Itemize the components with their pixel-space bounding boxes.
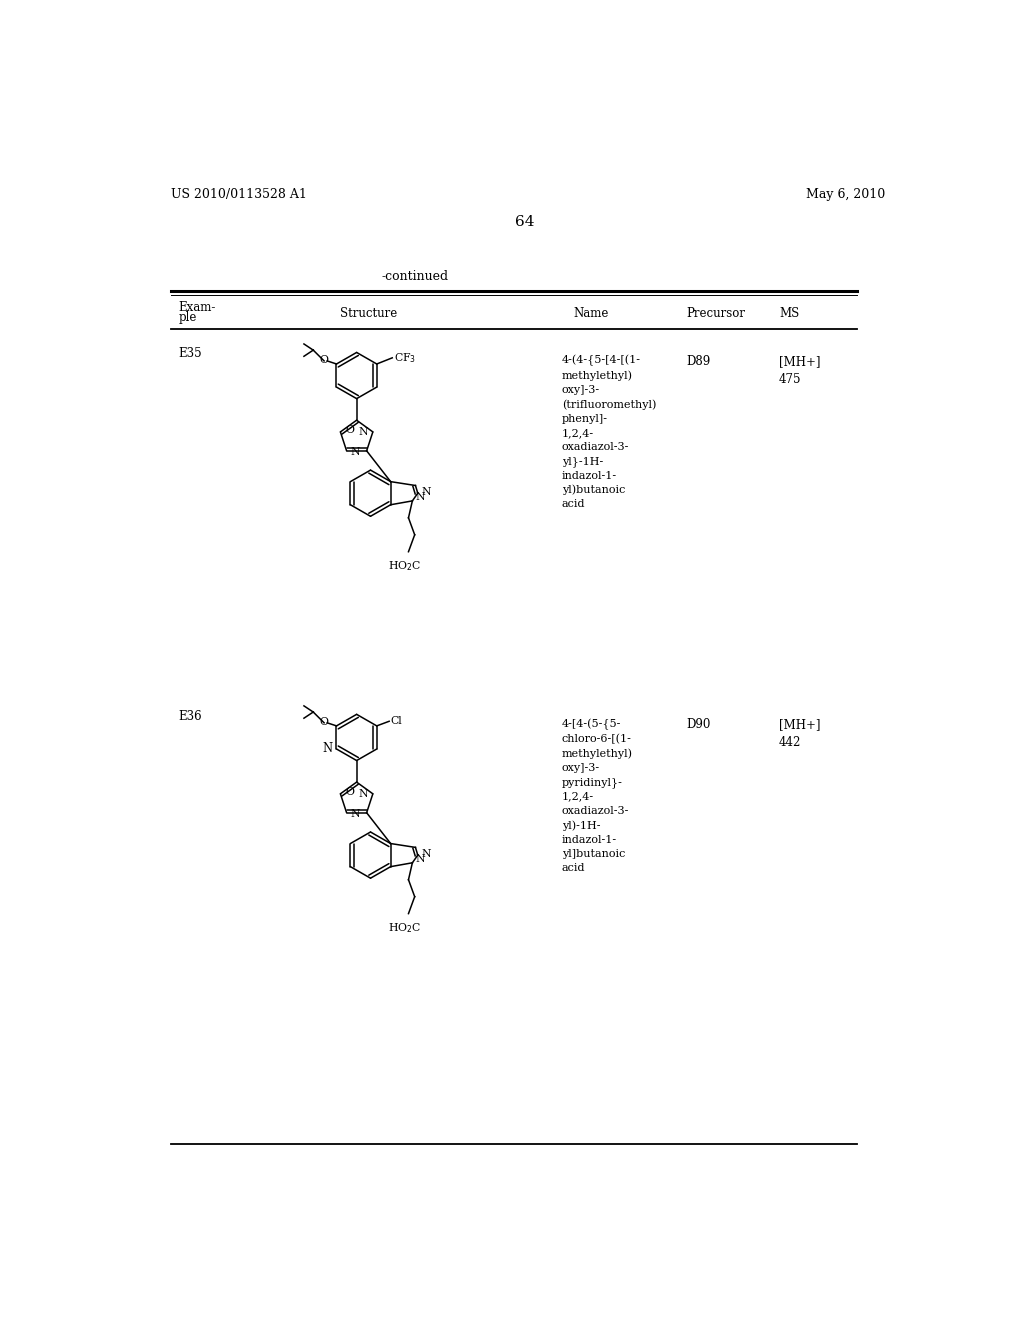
Text: [MH+]
475: [MH+] 475 (779, 355, 820, 385)
Text: D90: D90 (686, 718, 711, 731)
Text: Exam-: Exam- (178, 301, 216, 314)
Text: Cl: Cl (391, 717, 402, 726)
Text: May 6, 2010: May 6, 2010 (806, 189, 886, 202)
Text: O: O (319, 355, 329, 366)
Text: US 2010/0113528 A1: US 2010/0113528 A1 (171, 189, 306, 202)
Text: N: N (422, 487, 431, 496)
Text: D89: D89 (686, 355, 711, 368)
Text: HO$_2$C: HO$_2$C (388, 560, 421, 573)
Text: N: N (358, 426, 369, 437)
Text: [MH+]
442: [MH+] 442 (779, 718, 820, 750)
Text: N: N (350, 447, 360, 458)
Text: O: O (345, 787, 354, 797)
Text: CF$_3$: CF$_3$ (394, 351, 416, 364)
Text: O: O (319, 717, 329, 727)
Text: Precursor: Precursor (686, 308, 745, 319)
Text: 4-[4-(5-{5-
chloro-6-[(1-
methylethyl)
oxy]-3-
pyridinyl}-
1,2,4-
oxadiazol-3-
y: 4-[4-(5-{5- chloro-6-[(1- methylethyl) o… (562, 718, 633, 873)
Text: -continued: -continued (381, 271, 449, 282)
Text: N: N (416, 854, 425, 865)
Text: 64: 64 (515, 215, 535, 230)
Text: N: N (358, 789, 369, 799)
Text: E36: E36 (178, 710, 202, 723)
Text: HO$_2$C: HO$_2$C (388, 921, 421, 935)
Text: Name: Name (573, 308, 609, 319)
Text: MS: MS (779, 308, 800, 319)
Text: ple: ple (178, 312, 197, 323)
Text: 4-(4-{5-[4-[(1-
methylethyl)
oxy]-3-
(trifluoromethyl)
phenyl]-
1,2,4-
oxadiazol: 4-(4-{5-[4-[(1- methylethyl) oxy]-3- (tr… (562, 355, 656, 510)
Text: N: N (422, 849, 431, 858)
Text: N: N (416, 492, 425, 503)
Text: N: N (350, 809, 360, 820)
Text: E35: E35 (178, 347, 202, 360)
Text: Structure: Structure (340, 308, 397, 319)
Text: O: O (345, 425, 354, 436)
Text: N: N (323, 742, 333, 755)
